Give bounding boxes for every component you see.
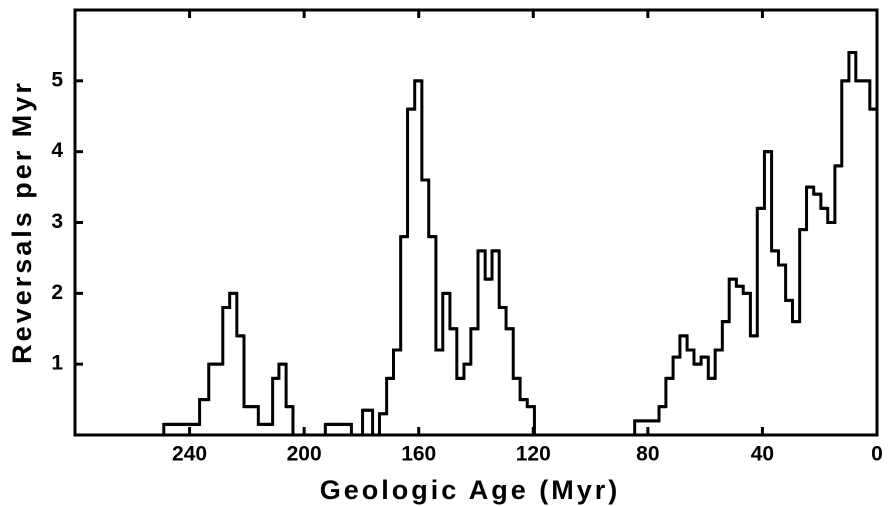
y-tick-label: 3 [51,210,63,233]
step-outline [162,51,877,437]
x-tick-label: 160 [401,443,436,466]
y-tick-label: 2 [51,281,63,304]
y-axis-title: Reversals per Myr [7,80,37,364]
y-tick-label: 5 [51,68,63,91]
x-tick-label: 200 [287,443,322,466]
x-tick-label: 80 [636,443,659,466]
x-tick-label: 40 [751,443,774,466]
x-tick-label: 0 [871,443,883,466]
y-tick-label: 4 [51,139,63,162]
x-axis-title: Geologic Age (Myr) [320,475,621,505]
x-tick-label: 240 [172,443,207,466]
y-tick-label: 1 [51,352,63,375]
x-tick-label: 120 [516,443,551,466]
